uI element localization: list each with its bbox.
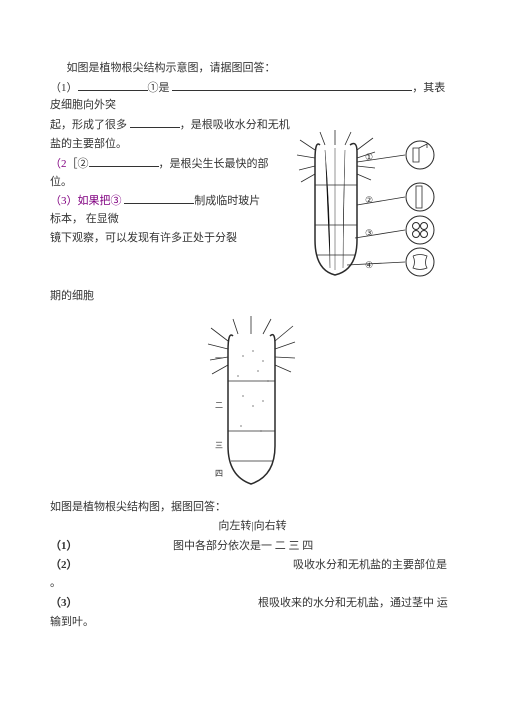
question-2-block: 如图是植物根尖结构图，据图回答： 向左转|向右转 （1） 图中各部分依次是一 二…	[50, 499, 455, 632]
q2-line1: （1） 图中各部分依次是一 二 三 四	[50, 538, 455, 556]
q1-line6: 镜下观察，可以发现有许多正处于分裂	[50, 230, 270, 248]
root-tip-svg-2: 一 二 三 四	[193, 316, 313, 491]
label-3: ③	[365, 228, 373, 238]
q2-l3no: （3）	[50, 597, 78, 609]
q2-line2: （2） 吸收水分和无机盐的主要部位是 。	[50, 557, 455, 592]
root-tip-svg-1: ① ② ③ ④	[285, 130, 455, 280]
q1-line1: （1）①是 ，其表皮细胞向外突	[50, 80, 455, 115]
blank	[78, 80, 148, 91]
q1-l2b: ，是根吸收水分和无机	[180, 119, 290, 131]
q1-l5a: （3）如果把③	[50, 195, 122, 207]
label-4: ④	[365, 260, 373, 270]
q1-line7: 期的细胞	[50, 288, 455, 306]
q2-rotate-hint: 向左转|向右转	[50, 518, 455, 536]
label-1: ①	[365, 152, 373, 162]
q2-l2: 吸收水分和无机盐的主要部位是 。	[50, 559, 447, 589]
q2-line3: （3） 根吸收来的水分和无机盐，通过茎中 运	[50, 595, 455, 613]
diagram-root-tip-labeled: ① ② ③ ④	[285, 130, 455, 280]
q2-l3a: 根吸收来的水分和无机盐，通过茎中 运	[258, 597, 448, 609]
diagram-2-wrap: 一 二 三 四	[50, 316, 455, 494]
svg-text:四: 四	[215, 469, 223, 478]
q2-line4: 输到叶。	[50, 614, 455, 632]
q1-line5: （3）如果把③ 制成临时玻片标本， 在显微	[50, 193, 270, 228]
q1-l1a: （1）	[50, 82, 78, 94]
blank	[124, 193, 194, 204]
blank	[172, 80, 412, 91]
q2-intro: 如图是植物根尖结构图，据图回答：	[50, 499, 455, 517]
q1-l2a: 起，形成了很多	[50, 119, 127, 131]
diagram-root-tip-2: 一 二 三 四	[193, 316, 313, 491]
q1-line4: （2［②，是根尖生长最快的部位。	[50, 156, 270, 191]
q1-l4mid: ［②	[67, 158, 89, 170]
q2-l2no: （2）	[50, 559, 78, 571]
q2-l1no: （1）	[50, 540, 78, 552]
q1-intro: 如图是植物根尖结构示意图，请据图回答：	[50, 60, 455, 78]
q1-narrow-col: （2［②，是根尖生长最快的部位。 （3）如果把③ 制成临时玻片标本， 在显微 镜…	[50, 156, 270, 248]
svg-text:一: 一	[215, 354, 223, 363]
svg-text:二: 二	[215, 401, 223, 410]
question-1-block: 如图是植物根尖结构示意图，请据图回答： （1）①是 ，其表皮细胞向外突 起，形成…	[50, 60, 455, 306]
blank	[130, 117, 180, 128]
label-2: ②	[365, 195, 373, 205]
blank	[89, 156, 159, 167]
q1-l4a: （2	[50, 158, 67, 170]
svg-text:三: 三	[215, 441, 223, 450]
q1-l1b: ①是	[148, 82, 170, 94]
q2-l1: 图中各部分依次是一 二 三 四	[173, 540, 313, 552]
